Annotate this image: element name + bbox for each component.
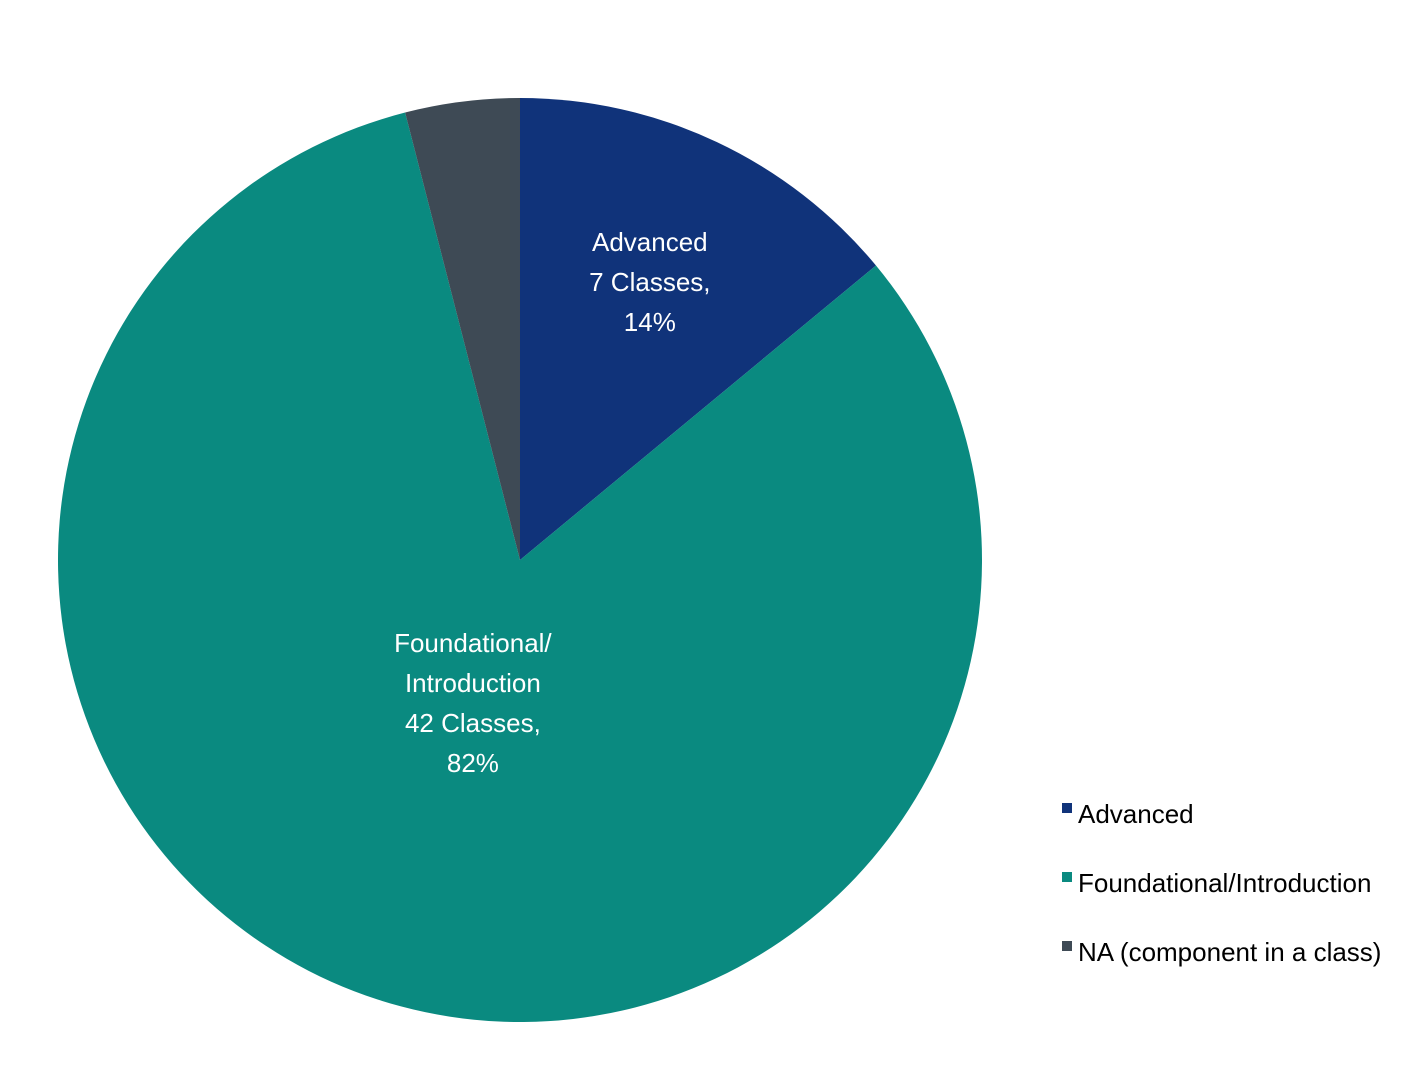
data-label: Foundational/: [394, 628, 552, 658]
pie-slice: [57, 112, 982, 1022]
data-label: Introduction: [405, 668, 541, 698]
legend-swatch: [1062, 872, 1072, 882]
data-label: 7 Classes,: [589, 267, 710, 297]
legend-swatch: [1062, 941, 1072, 951]
legend-label: Foundational/Introduction: [1078, 868, 1371, 898]
pie-slice: [405, 98, 520, 560]
legend-label: NA (component in a class): [1078, 937, 1381, 967]
legend-swatch: [1062, 803, 1072, 813]
data-label: Advanced: [592, 227, 708, 257]
data-label: 14%: [624, 307, 676, 337]
data-label: 82%: [447, 748, 499, 778]
data-label: 42 Classes,: [405, 708, 541, 738]
legend-label: Advanced: [1078, 799, 1194, 829]
pie-slice: [520, 98, 876, 560]
